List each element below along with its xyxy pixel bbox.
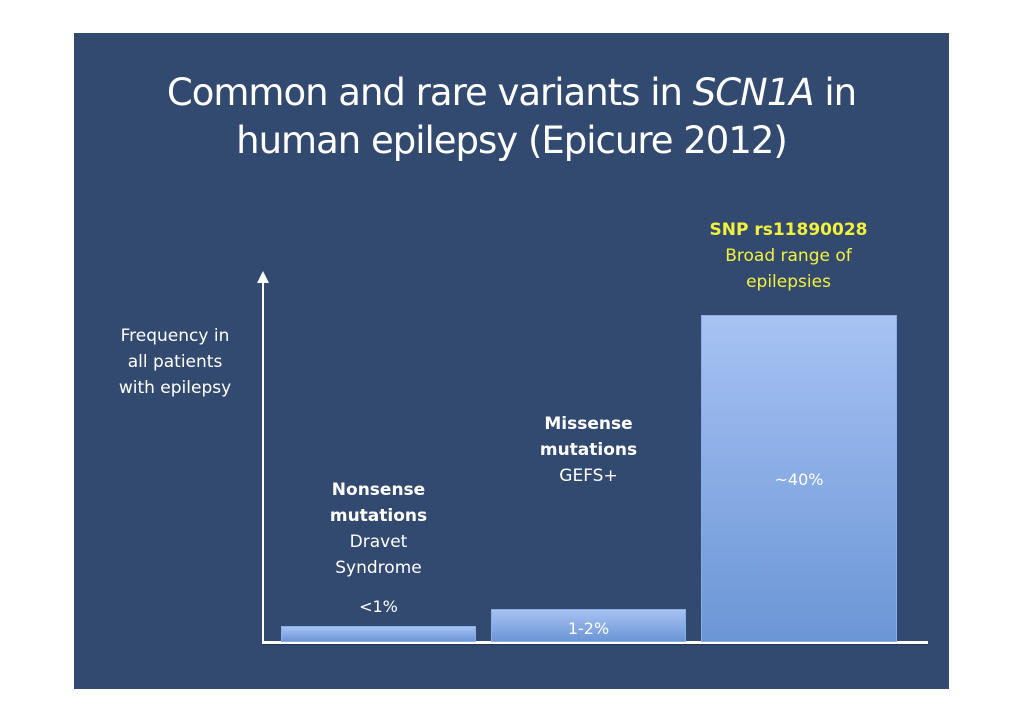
x-axis bbox=[262, 641, 928, 644]
bar-nonsense bbox=[281, 626, 476, 642]
bar-value-missense: 1-2% bbox=[567, 619, 610, 638]
bar-label-snp: SNP rs11890028 Broad range of epilepsies bbox=[709, 220, 868, 292]
bar-value-snp: ~40% bbox=[774, 470, 824, 489]
bar-label-nonsense: Nonsense mutations Dravet Syndrome bbox=[329, 480, 428, 578]
y-axis bbox=[262, 281, 264, 643]
slide-title: Common and rare variants in SCN1A in hum… bbox=[166, 71, 857, 162]
bar-label-missense: Missense mutations GEFS+ bbox=[539, 414, 638, 486]
y-axis-label: Frequency in all patients with epilepsy bbox=[118, 326, 232, 398]
bar-snp bbox=[701, 315, 897, 642]
bar-value-nonsense: <1% bbox=[359, 597, 398, 616]
slide: Common and rare variants in SCN1A in hum… bbox=[74, 33, 949, 689]
bar-missense bbox=[491, 609, 686, 642]
y-axis-arrow-icon bbox=[257, 271, 269, 283]
